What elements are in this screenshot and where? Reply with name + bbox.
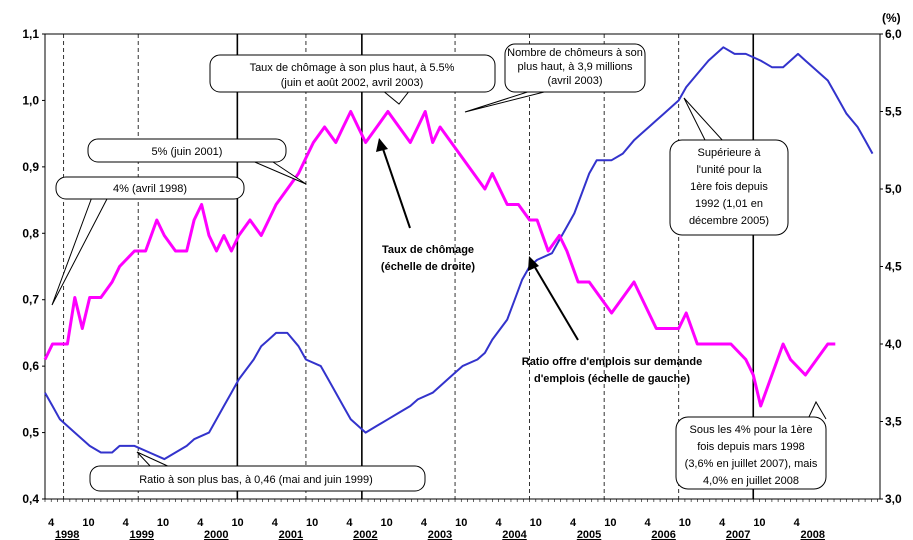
x-tick-month: 4 [123,517,130,529]
annotation-line: Ratio à son plus bas, à 0,46 (mai and ju… [139,474,373,486]
right-tick-label: 3,5 [885,415,902,429]
annotation-ratio-above-one: Supérieure à l'unité pour la 1ère fois dep… [669,97,789,236]
left-tick-label: 1,0 [22,93,39,107]
x-tick-month: 4 [570,517,577,529]
series-lines [43,46,874,461]
annotation-line: Taux de chômage [382,244,474,256]
svg-text:4% (avril 1998): 4% (avril 1998) [113,183,187,195]
right-tick-label: 6,0 [885,27,902,41]
svg-text:Taux de chômage(échelle de dro: Taux de chômage (échelle de droite) [381,244,475,273]
x-tick-month: 10 [753,517,765,529]
svg-text:Taux de chômage à son plus hau: Taux de chômage à son plus haut, à 5.5% (… [250,62,455,89]
right-tick-label: 4,0 [885,337,902,351]
x-tick-year: 2006 [651,529,675,540]
right-axis-ticks: 3,0 3,5 4,0 4,5 5,0 5,5 6,0 [880,27,902,506]
annotation-line: (échelle de droite) [381,261,475,273]
annotation-line: (avril 2003) [547,75,602,87]
x-tick-month: 4 [794,517,801,529]
left-axis-ticks: 0,4 0,5 0,6 0,7 0,8 0,9 1,0 1,1 [22,27,45,506]
right-tick-label: 5,5 [885,105,902,119]
annotation-line: Ratio offre d'emplois sur demande [522,356,702,368]
left-tick-label: 1,1 [22,27,39,41]
annotation-line: (3,6% en juillet 2007), mais [685,458,818,470]
annotation-line: 4% (avril 1998) [113,183,187,195]
right-tick-label: 5,0 [885,182,902,196]
annotation-peak-unemployment: Taux de chômage à son plus haut, à 5.5% (… [209,54,496,105]
x-tick-month: 4 [421,517,428,529]
x-tick-month: 10 [231,517,243,529]
x-tick-month: 10 [604,517,616,529]
x-tick-month: 4 [48,517,55,529]
x-tick-month: 4 [346,517,353,529]
right-axis-unit: (%) [882,11,901,25]
annotation-line: Nombre de chômeurs à son [507,47,643,59]
annotation-line: plus haut, à 3,9 millions [518,61,633,73]
x-tick-year: 2008 [800,529,824,540]
x-tick-month: 10 [679,517,691,529]
x-tick-month: 10 [530,517,542,529]
arrow-ratio: Ratio offre d'emplois sur demande d'emplo… [522,256,702,385]
annotation-june-2001: 5% (juin 2001) [87,138,307,185]
x-tick-year: 1999 [129,529,153,540]
x-tick-year: 2007 [726,529,750,540]
svg-text:5% (juin 2001): 5% (juin 2001) [152,146,223,158]
arrow-unemployment: Taux de chômage (échelle de droite) [376,138,475,273]
x-tick-month: 10 [306,517,318,529]
left-tick-label: 0,8 [22,226,39,240]
annotation-line: (juin et août 2002, avril 2003) [281,77,423,89]
x-tick-year: 2000 [204,529,228,540]
annotation-line: Taux de chômage à son plus haut, à 5.5% [250,62,455,74]
x-tick-month: 4 [495,517,502,529]
x-tick-month: 4 [272,517,279,529]
x-tick-year: 1998 [55,529,79,540]
series-line-ratio [44,46,874,461]
x-tick-year: 2004 [502,529,527,540]
series-line-unemployment [43,110,836,408]
annotation-below-4: Sous les 4% pour la 1ère fois depuis mars… [675,400,827,490]
annotation-line: Sous les 4% pour la 1ère [690,424,813,436]
left-tick-label: 0,7 [22,293,39,307]
annotation-april-1998: 4% (avril 1998) [51,176,245,306]
annotation-line: d'emplois (échelle de gauche) [534,373,690,385]
annotation-line: l'unité pour la [696,164,762,176]
right-tick-label: 3,0 [885,492,902,506]
annotation-line: 4,0% en juillet 2008 [703,475,799,487]
svg-text:Ratio à son plus bas, à 0,46 (: Ratio à son plus bas, à 0,46 (mai and ju… [139,474,373,486]
annotation-line: fois depuis mars 1998 [697,441,805,453]
x-tick-month: 10 [381,517,393,529]
svg-text:Ratio offre d'emplois sur dema: Ratio offre d'emplois sur demande d'emplo… [522,356,702,385]
x-tick-year: 2003 [428,529,452,540]
left-tick-label: 0,9 [22,160,39,174]
x-tick-month: 10 [455,517,467,529]
annotation-line: 5% (juin 2001) [152,146,223,158]
annotation-line: décembre 2005) [689,215,769,227]
left-tick-label: 0,5 [22,426,39,440]
annotation-line: 1ère fois depuis [690,181,768,193]
annotation-line: Supérieure à [698,147,762,159]
x-tick-year: 2001 [279,529,303,540]
right-tick-label: 4,5 [885,260,902,274]
x-tick-month: 4 [645,517,652,529]
x-tick-month: 4 [197,517,204,529]
x-tick-month: 10 [82,517,94,529]
annotation-ratio-low: Ratio à son plus bas, à 0,46 (mai and ju… [89,451,426,492]
x-tick-year: 2005 [577,529,601,540]
annotation-line: 1992 (1,01 en [695,198,763,210]
x-tick-month: 4 [719,517,726,529]
annotation-peak-unemployed: Nombre de chômeurs à son plus haut, à 3,9… [464,43,646,113]
x-tick-month: 10 [157,517,169,529]
x-tick-year: 2002 [353,529,377,540]
left-tick-label: 0,4 [22,492,39,506]
left-tick-label: 0,6 [22,359,39,373]
